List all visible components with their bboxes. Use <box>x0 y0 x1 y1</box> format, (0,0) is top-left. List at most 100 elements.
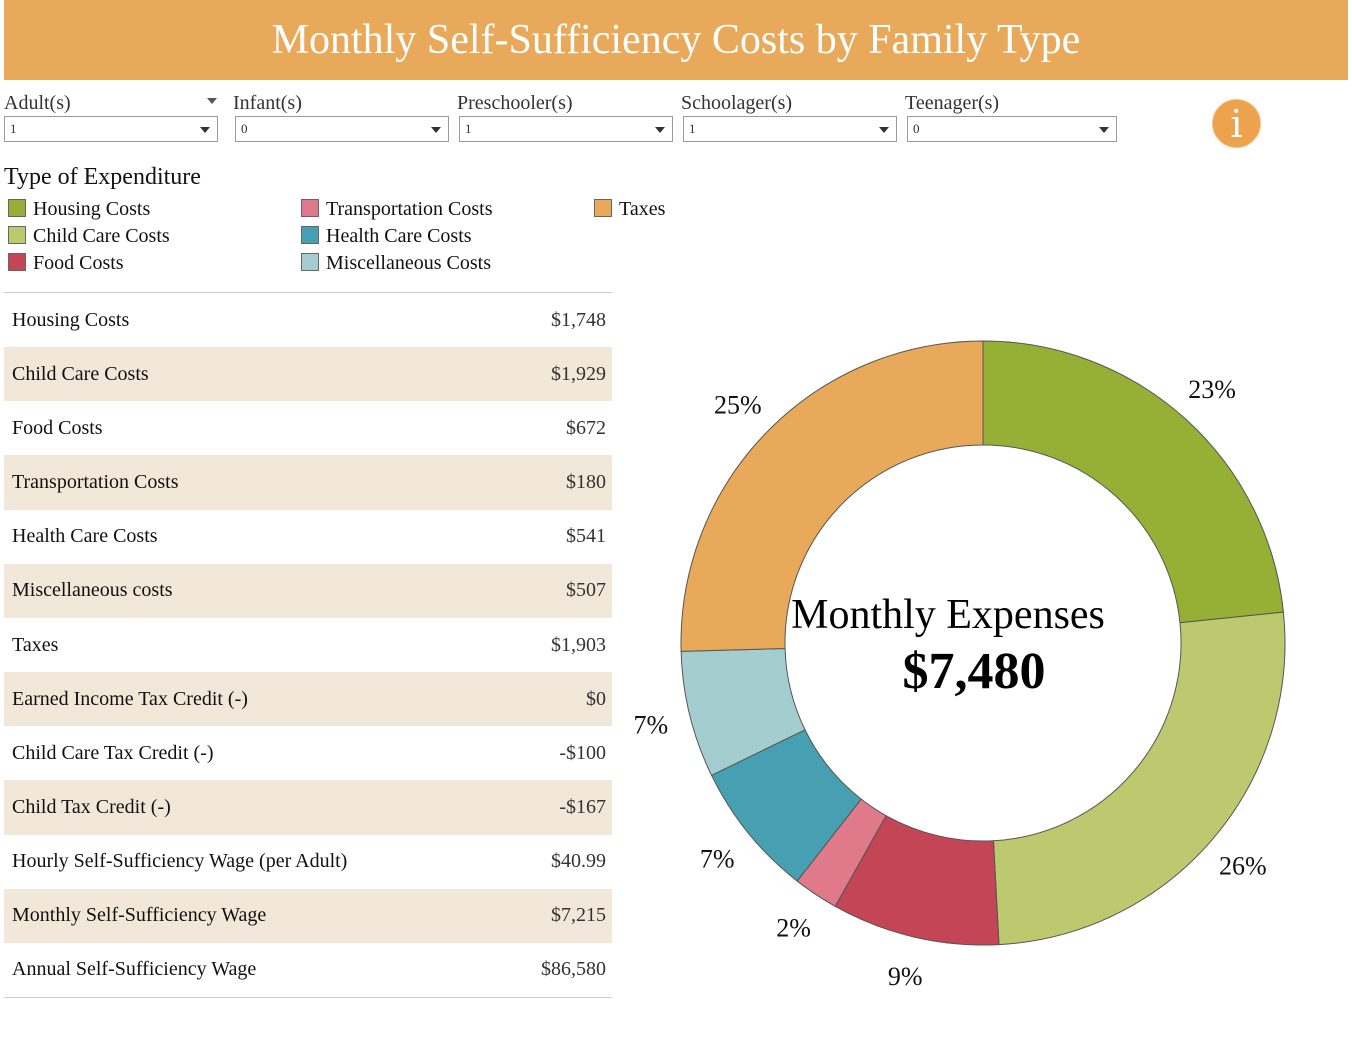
table-row: Food Costs $672 <box>4 401 612 455</box>
legend-item-taxes: Taxes <box>590 196 665 222</box>
legend-item-housing: Housing Costs <box>4 196 150 222</box>
legend-swatch <box>8 253 26 271</box>
chevron-down-icon[interactable] <box>207 98 217 104</box>
table-row: Hourly Self-Sufficiency Wage (per Adult)… <box>4 835 612 889</box>
legend-label: Housing Costs <box>33 198 151 220</box>
chevron-down-icon <box>431 127 441 133</box>
legend-label: Miscellaneous Costs <box>326 252 491 274</box>
legend-label: Food Costs <box>33 252 124 274</box>
table-row: Transportation Costs $180 <box>4 455 612 510</box>
donut-slice-taxes[interactable] <box>680 340 984 652</box>
infants-select-value: 0 <box>241 121 248 136</box>
donut-center-title: Monthly Expenses <box>791 592 1105 638</box>
filter-preschoolers-label: Preschooler(s) <box>457 92 573 114</box>
schoolagers-select[interactable]: 1 <box>683 116 897 142</box>
legend-item-child-care: Child Care Costs <box>4 223 170 249</box>
infants-select[interactable]: 0 <box>235 116 449 142</box>
donut-slice-child-care-costs[interactable] <box>992 611 1286 946</box>
adults-select[interactable]: 1 <box>4 116 218 142</box>
chevron-down-icon <box>655 127 665 133</box>
row-label: Child Tax Credit (-) <box>12 795 171 818</box>
chevron-down-icon <box>879 127 889 133</box>
row-label: Child Care Costs <box>12 362 149 385</box>
legend-title: Type of Expenditure <box>4 164 201 190</box>
row-label: Housing Costs <box>12 308 130 331</box>
expenses-donut-chart: 23% 26% 9% 2% 7% 7% 25% Monthly Expenses $7,48… <box>634 340 1286 991</box>
table-row: Miscellaneous costs $507 <box>4 563 612 618</box>
legend-label: Transportation Costs <box>326 198 493 220</box>
slice-pct-label: 7% <box>700 844 735 873</box>
table-row: Monthly Self-Sufficiency Wage $7,215 <box>4 888 612 943</box>
filter-infants-label: Infant(s) <box>233 92 302 114</box>
table-row: Child Tax Credit (-) -$167 <box>4 780 612 835</box>
chevron-down-icon <box>1099 127 1109 133</box>
row-value: $40.99 <box>551 850 606 873</box>
table-row: Housing Costs $1,748 <box>4 293 612 347</box>
legend-label: Child Care Costs <box>33 225 170 247</box>
preschoolers-select[interactable]: 1 <box>459 116 673 142</box>
filter-infants: Infant(s) 0 <box>233 90 449 142</box>
schoolagers-select-value: 1 <box>689 121 696 136</box>
row-value: $1,903 <box>551 633 606 656</box>
row-value: $7,215 <box>551 904 606 927</box>
row-value: $0 <box>586 687 606 710</box>
row-label: Health Care Costs <box>12 525 158 548</box>
legend-label: Health Care Costs <box>326 225 472 247</box>
teenagers-select-value: 0 <box>913 121 920 136</box>
row-label: Food Costs <box>12 416 103 439</box>
filter-teenagers-label: Teenager(s) <box>905 92 1000 114</box>
table-row: Health Care Costs $541 <box>4 510 612 564</box>
preschoolers-select-value: 1 <box>465 121 472 136</box>
filter-adults: Adult(s) 1 <box>4 90 218 142</box>
info-icon[interactable]: i <box>1212 99 1261 148</box>
table-row: Taxes $1,903 <box>4 618 612 672</box>
cost-table: Housing Costs $1,748 Child Care Costs $1,9… <box>4 292 612 999</box>
donut-center-value: $7,480 <box>903 643 1046 700</box>
row-label: Child Care Tax Credit (-) <box>12 741 214 764</box>
slice-pct-label: 7% <box>634 711 669 740</box>
donut-slice-housing-costs[interactable] <box>982 340 1284 624</box>
slice-pct-label: 23% <box>1188 375 1236 404</box>
legend-swatch <box>8 199 26 217</box>
table-row: Earned Income Tax Credit (-) $0 <box>4 672 612 727</box>
row-value: -$167 <box>559 795 606 818</box>
legend-label: Taxes <box>619 198 666 220</box>
filter-adults-label: Adult(s) <box>4 92 71 114</box>
legend-item-food: Food Costs <box>4 250 124 276</box>
legend-swatch <box>301 199 319 217</box>
row-value: $180 <box>566 471 606 494</box>
table-row: Child Care Tax Credit (-) -$100 <box>4 726 612 780</box>
filter-teenagers: Teenager(s) 0 <box>905 90 1117 142</box>
table-row: Annual Self-Sufficiency Wage $86,580 <box>4 943 612 997</box>
filter-schoolagers-label: Schoolager(s) <box>681 92 793 114</box>
row-label: Transportation Costs <box>12 471 179 494</box>
row-value: $86,580 <box>541 958 606 981</box>
legend-swatch <box>594 199 612 217</box>
row-value: -$100 <box>559 741 606 764</box>
teenagers-select[interactable]: 0 <box>907 116 1117 142</box>
legend-swatch <box>301 226 319 244</box>
legend-item-transportation: Transportation Costs <box>297 196 493 222</box>
table-row: Child Care Costs $1,929 <box>4 347 612 402</box>
legend-swatch <box>301 253 319 271</box>
row-label: Hourly Self-Sufficiency Wage (per Adult) <box>12 850 348 873</box>
chevron-down-icon <box>200 127 210 133</box>
row-value: $1,748 <box>551 308 606 331</box>
row-label: Earned Income Tax Credit (-) <box>12 687 248 710</box>
row-value: $541 <box>566 525 606 548</box>
row-value: $1,929 <box>551 362 606 385</box>
legend-item-health-care: Health Care Costs <box>297 223 472 249</box>
filter-preschoolers: Preschooler(s) 1 <box>457 90 673 142</box>
legend-item-miscellaneous: Miscellaneous Costs <box>297 250 491 276</box>
row-label: Monthly Self-Sufficiency Wage <box>12 904 267 927</box>
row-value: $507 <box>566 579 606 602</box>
row-label: Annual Self-Sufficiency Wage <box>12 958 257 981</box>
adults-select-value: 1 <box>10 121 17 136</box>
row-label: Miscellaneous costs <box>12 579 173 602</box>
filter-schoolagers: Schoolager(s) 1 <box>681 90 897 142</box>
row-label: Taxes <box>12 633 59 656</box>
legend-swatch <box>8 226 26 244</box>
slice-pct-label: 9% <box>888 962 923 991</box>
slice-pct-label: 26% <box>1219 851 1267 880</box>
slice-pct-label: 2% <box>776 914 811 943</box>
